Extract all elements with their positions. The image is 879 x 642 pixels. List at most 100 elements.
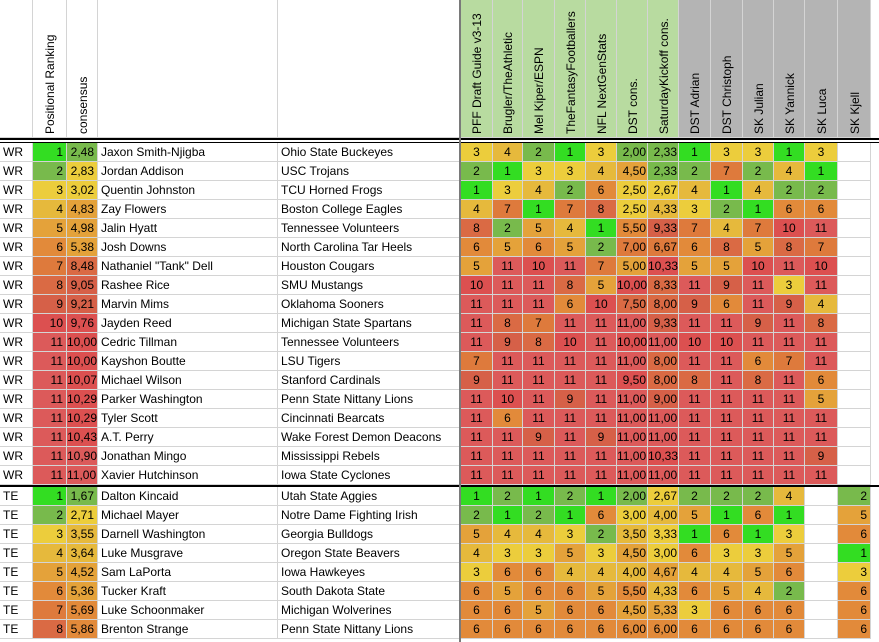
row-source-value[interactable]: 8 — [493, 314, 523, 333]
row-source-value[interactable]: 2,33 — [648, 143, 679, 162]
row-source-value[interactable]: 1 — [838, 544, 871, 563]
row-rank[interactable]: 11 — [33, 352, 67, 371]
row-source-value[interactable]: 11 — [743, 428, 774, 447]
row-player-name[interactable]: Kayshon Boutte — [98, 352, 278, 371]
row-source-value[interactable]: 4 — [774, 162, 805, 181]
row-source-value[interactable]: 6 — [711, 601, 743, 620]
row-source-value[interactable]: 11 — [743, 295, 774, 314]
row-source-value[interactable]: 11 — [805, 333, 838, 352]
row-position[interactable]: WR — [0, 409, 33, 428]
row-source-value[interactable]: 11,00 — [617, 409, 648, 428]
row-source-value[interactable]: 11 — [774, 314, 805, 333]
row-source-value[interactable]: 2 — [711, 487, 743, 506]
row-rank[interactable]: 6 — [33, 238, 67, 257]
row-consensus[interactable]: 5,36 — [67, 582, 98, 601]
row-rank[interactable]: 4 — [33, 544, 67, 563]
row-source-value[interactable]: 6 — [555, 582, 586, 601]
row-school[interactable]: Wake Forest Demon Deacons — [278, 428, 461, 447]
header-source-13[interactable]: SK Kjell — [838, 0, 871, 138]
row-source-value[interactable]: 3,33 — [648, 525, 679, 544]
row-source-value[interactable]: 3 — [838, 563, 871, 582]
row-source-value[interactable]: 6 — [805, 200, 838, 219]
row-school[interactable]: South Dakota State — [278, 582, 461, 601]
row-school[interactable]: Penn State Nittany Lions — [278, 390, 461, 409]
header-source-2[interactable]: Brugler/TheAthletic — [493, 0, 523, 138]
row-source-value[interactable]: 2 — [743, 487, 774, 506]
row-source-value[interactable]: 6 — [805, 371, 838, 390]
row-source-value[interactable]: 4 — [586, 162, 617, 181]
row-source-value[interactable]: 6 — [679, 544, 711, 563]
row-source-value[interactable] — [838, 333, 871, 352]
row-position[interactable]: WR — [0, 162, 33, 181]
row-source-value[interactable]: 6,00 — [617, 620, 648, 639]
row-source-value[interactable]: 7,50 — [617, 295, 648, 314]
row-player-name[interactable]: Nathaniel "Tank" Dell — [98, 257, 278, 276]
row-source-value[interactable]: 6 — [679, 582, 711, 601]
row-source-value[interactable]: 9,00 — [648, 390, 679, 409]
row-source-value[interactable]: 7 — [461, 352, 493, 371]
row-source-value[interactable]: 4 — [493, 143, 523, 162]
row-player-name[interactable]: Rashee Rice — [98, 276, 278, 295]
row-source-value[interactable]: 3 — [586, 544, 617, 563]
row-source-value[interactable]: 6 — [586, 506, 617, 525]
row-source-value[interactable]: 11 — [493, 295, 523, 314]
row-source-value[interactable] — [805, 506, 838, 525]
row-source-value[interactable]: 1 — [461, 181, 493, 200]
header-source-9[interactable]: DST Christoph — [711, 0, 743, 138]
row-source-value[interactable] — [838, 409, 871, 428]
row-consensus[interactable]: 9,21 — [67, 295, 98, 314]
row-consensus[interactable]: 2,48 — [67, 143, 98, 162]
row-consensus[interactable]: 3,64 — [67, 544, 98, 563]
row-source-value[interactable]: 1 — [743, 200, 774, 219]
row-source-value[interactable]: 11,00 — [648, 466, 679, 485]
row-consensus[interactable]: 5,86 — [67, 620, 98, 639]
row-source-value[interactable] — [838, 390, 871, 409]
row-source-value[interactable]: 4 — [774, 487, 805, 506]
row-position[interactable]: WR — [0, 143, 33, 162]
row-rank[interactable]: 8 — [33, 276, 67, 295]
row-source-value[interactable]: 6 — [774, 563, 805, 582]
row-source-value[interactable]: 1 — [555, 506, 586, 525]
row-position[interactable]: WR — [0, 314, 33, 333]
row-school[interactable]: Cincinnati Bearcats — [278, 409, 461, 428]
row-source-value[interactable]: 9 — [555, 390, 586, 409]
row-position[interactable]: WR — [0, 447, 33, 466]
row-source-value[interactable]: 1 — [493, 506, 523, 525]
row-position[interactable]: WR — [0, 257, 33, 276]
row-source-value[interactable]: 11 — [743, 447, 774, 466]
row-source-value[interactable]: 11 — [805, 428, 838, 447]
row-player-name[interactable]: Jonathan Mingo — [98, 447, 278, 466]
row-source-value[interactable]: 3 — [586, 143, 617, 162]
row-source-value[interactable]: 9 — [711, 276, 743, 295]
row-position[interactable]: WR — [0, 371, 33, 390]
row-source-value[interactable]: 1 — [493, 162, 523, 181]
row-source-value[interactable]: 2,50 — [617, 181, 648, 200]
row-school[interactable]: North Carolina Tar Heels — [278, 238, 461, 257]
row-source-value[interactable]: 10 — [743, 257, 774, 276]
row-position[interactable]: WR — [0, 333, 33, 352]
row-source-value[interactable]: 3 — [679, 601, 711, 620]
row-consensus[interactable]: 10,90 — [67, 447, 98, 466]
row-source-value[interactable]: 3,00 — [648, 544, 679, 563]
row-source-value[interactable]: 4 — [711, 219, 743, 238]
row-source-value[interactable]: 11 — [586, 447, 617, 466]
row-source-value[interactable]: 11 — [774, 333, 805, 352]
row-source-value[interactable]: 11 — [774, 466, 805, 485]
row-source-value[interactable]: 6 — [743, 506, 774, 525]
row-consensus[interactable]: 10,00 — [67, 333, 98, 352]
row-source-value[interactable]: 11 — [523, 352, 555, 371]
row-rank[interactable]: 11 — [33, 428, 67, 447]
row-source-value[interactable]: 4 — [805, 295, 838, 314]
row-source-value[interactable]: 7 — [555, 200, 586, 219]
row-source-value[interactable]: 7 — [711, 162, 743, 181]
row-consensus[interactable]: 5,69 — [67, 601, 98, 620]
row-source-value[interactable]: 6 — [774, 200, 805, 219]
row-source-value[interactable]: 5 — [711, 582, 743, 601]
row-source-value[interactable]: 1 — [586, 487, 617, 506]
row-source-value[interactable]: 11 — [774, 257, 805, 276]
row-source-value[interactable]: 10,00 — [617, 276, 648, 295]
row-source-value[interactable]: 7 — [805, 238, 838, 257]
row-player-name[interactable]: Brenton Strange — [98, 620, 278, 639]
row-source-value[interactable]: 11 — [774, 428, 805, 447]
row-consensus[interactable]: 2,71 — [67, 506, 98, 525]
